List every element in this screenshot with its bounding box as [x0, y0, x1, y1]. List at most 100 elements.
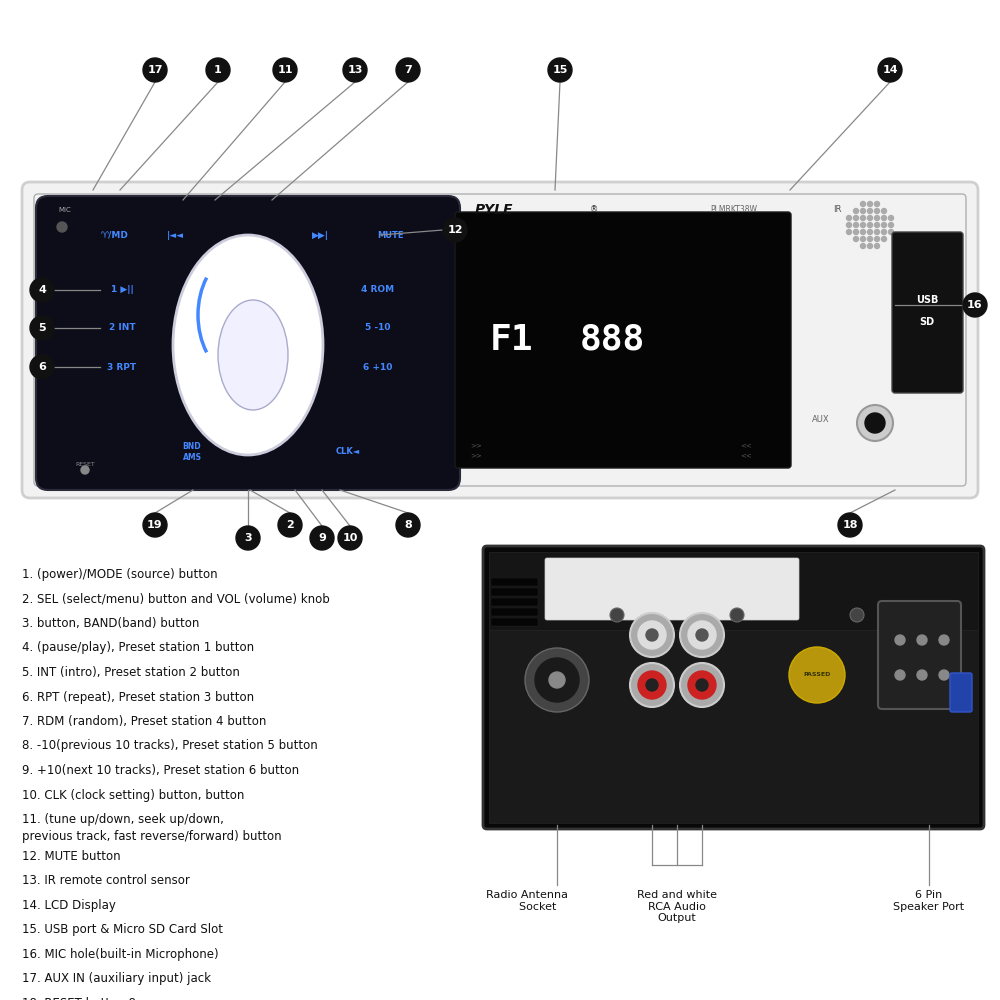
Circle shape — [638, 671, 666, 699]
Circle shape — [396, 58, 420, 82]
Circle shape — [443, 218, 467, 242]
Circle shape — [865, 413, 885, 433]
Ellipse shape — [173, 235, 323, 455]
Text: CLK◄: CLK◄ — [336, 448, 360, 456]
Text: USB: USB — [916, 295, 938, 305]
Circle shape — [338, 526, 362, 550]
Circle shape — [874, 202, 880, 207]
Text: 17. AUX IN (auxiliary input) jack: 17. AUX IN (auxiliary input) jack — [22, 972, 211, 985]
Text: 17: 17 — [147, 65, 163, 75]
FancyBboxPatch shape — [892, 232, 963, 393]
Circle shape — [895, 635, 905, 645]
Circle shape — [857, 405, 893, 441]
Text: 16: 16 — [967, 300, 983, 310]
FancyBboxPatch shape — [36, 196, 460, 490]
Text: 2 INT: 2 INT — [109, 324, 135, 332]
Circle shape — [549, 672, 565, 688]
Circle shape — [874, 236, 880, 241]
Text: PLMRKT38W: PLMRKT38W — [710, 206, 757, 215]
Circle shape — [30, 355, 54, 379]
Text: 8. -10(previous 10 tracks), Preset station 5 button: 8. -10(previous 10 tracks), Preset stati… — [22, 740, 318, 752]
Circle shape — [939, 670, 949, 680]
Text: 8: 8 — [404, 520, 412, 530]
FancyBboxPatch shape — [878, 601, 961, 709]
Circle shape — [730, 608, 744, 622]
Text: 7. RDM (random), Preset station 4 button: 7. RDM (random), Preset station 4 button — [22, 715, 266, 728]
Circle shape — [688, 671, 716, 699]
Text: 4 ROM: 4 ROM — [361, 286, 395, 294]
Circle shape — [646, 679, 658, 691]
Circle shape — [860, 202, 866, 207]
Circle shape — [854, 209, 858, 214]
Text: 16. MIC hole(built-in Microphone): 16. MIC hole(built-in Microphone) — [22, 948, 219, 961]
Circle shape — [854, 216, 858, 221]
Text: 10: 10 — [342, 533, 358, 543]
FancyBboxPatch shape — [491, 608, 538, 616]
Circle shape — [882, 209, 887, 214]
Circle shape — [868, 236, 872, 241]
Circle shape — [236, 526, 260, 550]
Text: 12. MUTE button: 12. MUTE button — [22, 850, 121, 863]
Text: <<: << — [740, 452, 752, 458]
Text: Radio Antenna
      Socket: Radio Antenna Socket — [486, 890, 568, 912]
Text: F1: F1 — [490, 323, 534, 357]
Circle shape — [882, 223, 887, 228]
Circle shape — [874, 209, 880, 214]
Circle shape — [850, 608, 864, 622]
FancyBboxPatch shape — [491, 588, 538, 596]
Text: ▶▶|: ▶▶| — [312, 231, 328, 239]
Circle shape — [688, 621, 716, 649]
Circle shape — [310, 526, 334, 550]
Circle shape — [889, 223, 894, 228]
Circle shape — [30, 316, 54, 340]
Text: 2. SEL (select/menu) button and VOL (volume) knob: 2. SEL (select/menu) button and VOL (vol… — [22, 592, 330, 605]
Circle shape — [525, 648, 589, 712]
Circle shape — [630, 613, 674, 657]
Circle shape — [889, 230, 894, 234]
Circle shape — [860, 236, 866, 241]
Text: 1: 1 — [214, 65, 222, 75]
Circle shape — [273, 58, 297, 82]
Text: 5. INT (intro), Preset station 2 button: 5. INT (intro), Preset station 2 button — [22, 666, 240, 679]
FancyBboxPatch shape — [483, 546, 984, 829]
Circle shape — [278, 513, 302, 537]
Circle shape — [854, 230, 858, 234]
Circle shape — [343, 58, 367, 82]
Text: 11. (tune up/down, seek up/down,
previous track, fast reverse/forward) button: 11. (tune up/down, seek up/down, previou… — [22, 813, 282, 843]
Text: PYLE: PYLE — [475, 203, 514, 217]
Text: 2: 2 — [286, 520, 294, 530]
Circle shape — [917, 635, 927, 645]
Text: 13. IR remote control sensor: 13. IR remote control sensor — [22, 874, 190, 887]
Circle shape — [630, 663, 674, 707]
FancyBboxPatch shape — [950, 673, 972, 712]
FancyBboxPatch shape — [491, 598, 538, 606]
Text: 5: 5 — [38, 323, 46, 333]
Text: Red and white
RCA Audio
Output: Red and white RCA Audio Output — [637, 890, 717, 923]
Circle shape — [646, 629, 658, 641]
Text: 10. CLK (clock setting) button, button: 10. CLK (clock setting) button, button — [22, 788, 244, 802]
Text: |◄◄: |◄◄ — [166, 231, 184, 239]
Text: 19: 19 — [147, 520, 163, 530]
Text: MIC: MIC — [58, 207, 71, 213]
FancyBboxPatch shape — [22, 182, 978, 498]
Circle shape — [789, 647, 845, 703]
Circle shape — [882, 236, 887, 241]
Text: 6. RPT (repeat), Preset station 3 button: 6. RPT (repeat), Preset station 3 button — [22, 690, 254, 704]
Circle shape — [868, 216, 872, 221]
Circle shape — [860, 216, 866, 221]
Circle shape — [30, 278, 54, 302]
Text: 7: 7 — [404, 65, 412, 75]
Text: 3. button, BAND(band) button: 3. button, BAND(band) button — [22, 617, 199, 630]
Circle shape — [860, 243, 866, 248]
Circle shape — [868, 223, 872, 228]
Circle shape — [874, 230, 880, 234]
Circle shape — [610, 608, 624, 622]
Text: 888: 888 — [580, 323, 645, 357]
Text: 15. USB port & Micro SD Card Slot: 15. USB port & Micro SD Card Slot — [22, 923, 223, 936]
Circle shape — [878, 58, 902, 82]
Circle shape — [868, 209, 872, 214]
Text: 6: 6 — [38, 362, 46, 372]
Circle shape — [882, 216, 887, 221]
Circle shape — [846, 223, 852, 228]
Circle shape — [860, 209, 866, 214]
